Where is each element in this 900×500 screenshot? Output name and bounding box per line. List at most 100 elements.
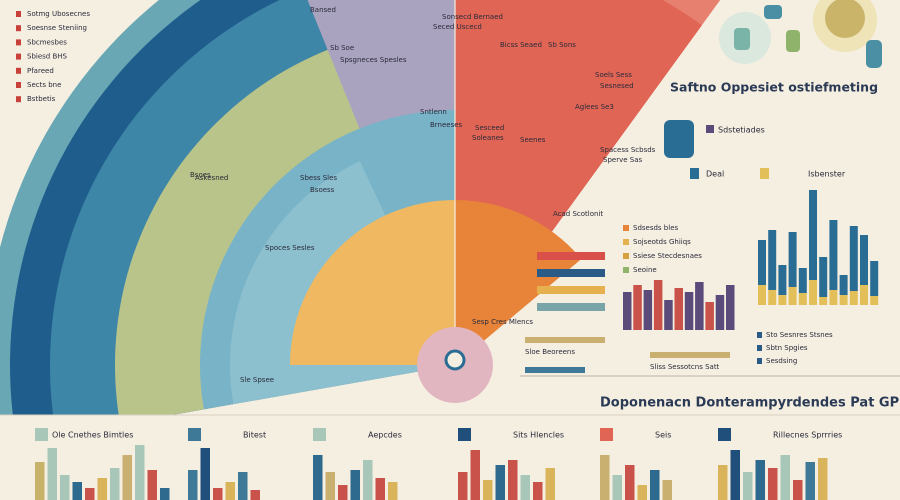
h-bar — [537, 303, 605, 311]
icon — [764, 5, 782, 19]
bar — [225, 482, 235, 500]
icon — [706, 125, 714, 133]
bar — [325, 472, 335, 500]
bar — [612, 475, 622, 500]
legend-label: Seis — [655, 431, 671, 440]
bar — [755, 460, 765, 500]
icon — [866, 40, 882, 68]
fan-label: Sbess Sles — [300, 174, 337, 182]
legend-label: Aepcdes — [368, 431, 402, 440]
bar — [533, 482, 543, 500]
bar — [388, 482, 398, 500]
bar — [718, 465, 728, 500]
legend-label: Rillecnes Sprrries — [773, 431, 842, 440]
bar-segment — [778, 265, 787, 295]
bar-segment — [849, 226, 858, 291]
legend-swatch — [458, 428, 471, 441]
legend-label: Sotmg Ubosecnes — [27, 10, 90, 18]
legend-label: Sects bne — [27, 81, 61, 89]
bar-segment — [809, 280, 817, 305]
fan-label: Bansed — [310, 6, 336, 14]
bar — [350, 470, 360, 500]
fan-label: Bicss Seaed — [500, 41, 542, 49]
deco-bar — [650, 352, 730, 358]
bar — [623, 292, 632, 330]
bar — [188, 470, 198, 500]
deco-bar — [525, 337, 605, 343]
legend-swatch — [188, 428, 201, 441]
bar-segment — [839, 275, 848, 295]
bar — [147, 470, 157, 500]
legend-label: Deal — [706, 170, 724, 179]
bar-segment — [778, 295, 787, 305]
bar-segment — [860, 285, 868, 305]
legend-label: Bitest — [243, 431, 266, 440]
fan-label: Spacess Scbsds — [600, 146, 656, 154]
bar — [160, 488, 170, 500]
fan-label: Spoces Sesles — [265, 244, 315, 252]
bar — [662, 480, 672, 500]
bar — [495, 465, 505, 500]
legend-swatch — [35, 428, 48, 441]
bar-segment — [768, 290, 777, 305]
caption: Sdstetiades — [718, 126, 765, 135]
legend-swatch — [16, 25, 21, 32]
fan-label: Sesceed — [475, 124, 504, 132]
bar — [35, 462, 45, 500]
icon — [664, 120, 694, 158]
legend-label: Sits Hlencles — [513, 431, 564, 440]
bar — [695, 282, 704, 330]
legend-label: Soesnse Steniing — [27, 24, 87, 32]
bar — [743, 472, 753, 500]
list-swatch — [623, 253, 629, 259]
bar — [805, 462, 815, 500]
bar-segment — [870, 296, 879, 305]
fan-label: Seced Uscecd — [433, 23, 482, 31]
list-swatch — [623, 239, 629, 245]
bar-segment — [819, 257, 828, 297]
fan-label: Brneeses — [430, 121, 463, 129]
bar — [664, 300, 673, 330]
bar-segment — [798, 293, 807, 305]
legend-swatch — [16, 53, 21, 60]
fan-label: Sonsecd Bernaed — [442, 13, 503, 21]
note-label: Sloe Beoreens — [525, 348, 575, 356]
legend-label: Sbcmesbes — [27, 38, 67, 46]
legend-swatch — [313, 428, 326, 441]
fan-diagram — [0, 0, 721, 415]
note-label: Sesp Cres Mlencs — [472, 318, 533, 326]
bar — [705, 302, 714, 330]
bar — [637, 485, 647, 500]
bar — [200, 448, 210, 500]
bar-segment — [860, 235, 868, 285]
fan-label: Askesned — [195, 174, 228, 182]
bar-segment — [788, 232, 797, 287]
bar — [653, 280, 663, 330]
bar — [122, 455, 132, 500]
center-icon — [444, 349, 466, 371]
legend-swatch — [16, 11, 21, 17]
fan-label: Soleanes — [472, 134, 504, 142]
icon — [786, 30, 800, 52]
bar — [238, 472, 248, 500]
legend-swatch — [16, 96, 21, 103]
list-label: Sdsesds bles — [633, 224, 678, 232]
legend-swatch — [760, 168, 769, 179]
list-swatch — [757, 332, 762, 338]
fan-sector — [290, 200, 455, 365]
fan-sector — [455, 200, 582, 365]
h-bar — [537, 269, 605, 277]
legend-swatch — [690, 168, 699, 179]
bar — [60, 475, 70, 500]
list-label: Sto Sesnres Stsnes — [766, 331, 833, 339]
fan-labels: Sonsecd Bernaed Seced Uscecd Bansed Sb Soe S… — [190, 6, 656, 384]
bar-segment — [809, 190, 817, 280]
bar — [625, 465, 635, 500]
bar — [726, 285, 735, 330]
fan-label: Sperve Sas — [603, 156, 642, 164]
bar — [545, 468, 555, 500]
fan-label: Sle Spsee — [240, 376, 274, 384]
bar — [213, 488, 223, 500]
fan-label: Spsgneces Spesles — [340, 56, 407, 64]
list-swatch — [623, 225, 629, 231]
